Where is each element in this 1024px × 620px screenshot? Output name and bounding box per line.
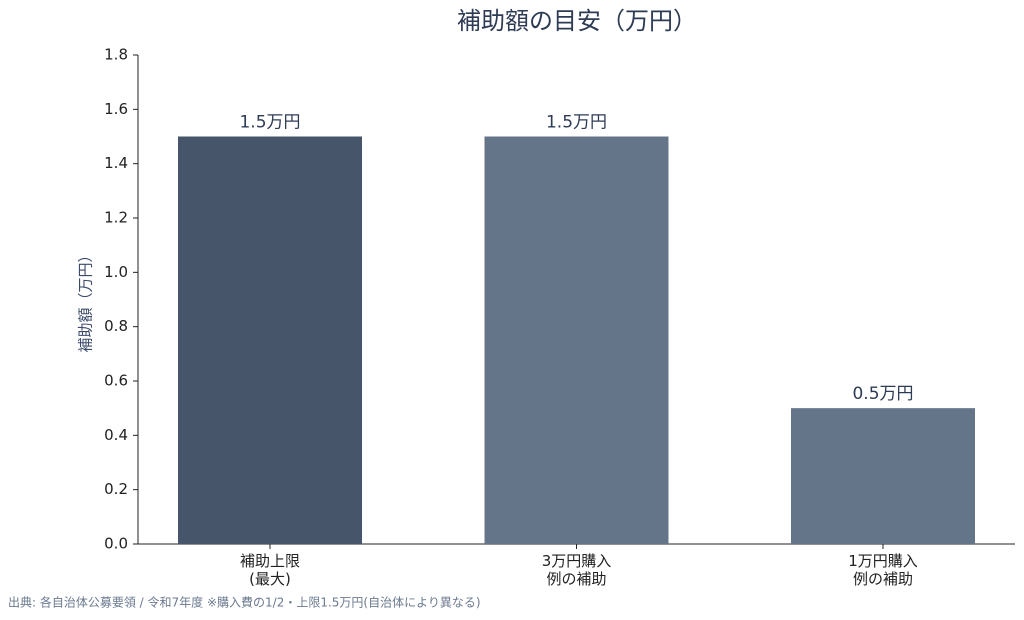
y-tick-label: 1.6 — [104, 100, 128, 118]
x-tick-label: 補助上限(最大) — [240, 552, 300, 588]
x-tick-label: 1万円購入例の補助 — [848, 552, 918, 588]
x-tick-label-line: 例の補助 — [546, 570, 606, 588]
value-label: 1.5万円 — [546, 113, 607, 133]
y-tick-label: 1.0 — [104, 263, 128, 281]
x-tick-label: 3万円購入例の補助 — [542, 552, 612, 588]
x-tick-label-line: 3万円購入 — [542, 552, 612, 570]
y-tick-label: 0.0 — [104, 535, 128, 553]
y-tick-label: 0.6 — [104, 372, 128, 390]
source-note: 出典: 各自治体公募要領 / 令和7年度 ※購入費の1/2・上限1.5万円(自治… — [8, 595, 481, 610]
x-tick-label-line: 補助上限 — [240, 552, 300, 570]
value-label: 0.5万円 — [852, 384, 913, 404]
y-tick-label: 1.4 — [104, 154, 128, 172]
x-tick-label-line: 例の補助 — [853, 570, 913, 588]
value-label: 1.5万円 — [239, 113, 300, 133]
y-tick-label: 1.2 — [104, 209, 128, 227]
y-tick-label: 0.8 — [104, 317, 128, 335]
x-tick-label-line: (最大) — [249, 570, 291, 588]
y-tick-label: 1.8 — [104, 46, 128, 64]
chart-title: 補助額の目安（万円） — [457, 7, 697, 35]
bar — [484, 136, 669, 544]
y-axis-label: 補助額（万円） — [77, 247, 95, 352]
y-tick-label: 0.4 — [104, 426, 128, 444]
bar — [178, 136, 362, 544]
y-tick-label: 0.2 — [104, 480, 128, 498]
bar — [791, 408, 975, 544]
x-tick-label-line: 1万円購入 — [848, 552, 918, 570]
